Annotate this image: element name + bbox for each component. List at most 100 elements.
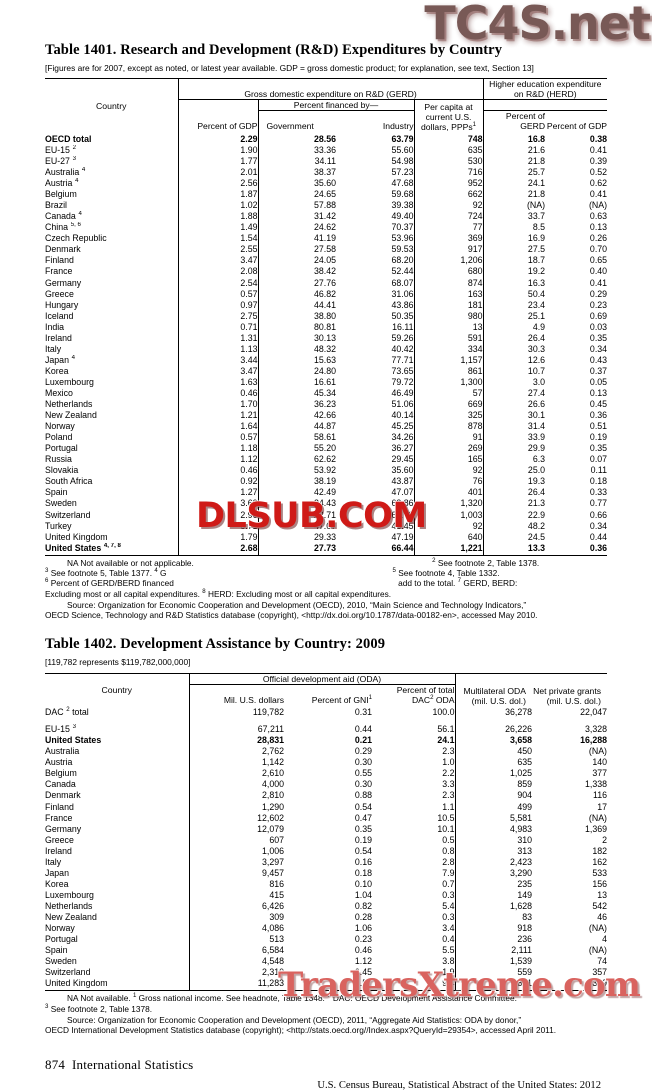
cell-herdgdp: 0.41	[589, 144, 608, 155]
row-country-label: China 5, 6	[45, 222, 178, 233]
cell-gerd: 26.4	[527, 332, 546, 343]
th-percent-of-gdp: Percent of GDP	[177, 110, 258, 133]
table-row: Greece 0.57 46.82 31.06 163 50.4 0.29	[45, 288, 608, 300]
cell-herdgdp: 0.37	[589, 365, 608, 376]
th-percent-of-gerd: Percent of GERD	[505, 111, 546, 132]
cell-gov: 58.61	[257, 432, 336, 444]
cell-dac: 1.0	[372, 757, 456, 769]
cell-gerd: 31.4	[527, 421, 546, 432]
cell-pc: 591	[413, 332, 484, 344]
cell-gni: 0.46	[354, 945, 372, 956]
cell-herdgdp: 0.45	[589, 399, 608, 410]
cell-gov: 57.88	[257, 200, 336, 212]
cell-ind: 46.49	[391, 387, 414, 398]
cell-gerd: 21.8	[527, 156, 546, 166]
table-1402-title: Table 1402. Development Assistance by Co…	[45, 636, 386, 653]
cell-gdp: 2.01	[177, 167, 258, 179]
cell-mil: 4,548	[188, 956, 284, 968]
th-herd-percent-of-gdp: Percent of GDP	[546, 121, 608, 132]
table-row: EU-15 2 1.90 33.36 55.60 635 21.6 0.41	[45, 144, 608, 156]
cell-herdgdp: 0.39	[589, 156, 608, 166]
table-row: Greece 607 0.19 0.5 310 2	[45, 834, 607, 846]
cell-gerd: 21.3	[527, 498, 546, 509]
cell-multi: 36,278	[505, 707, 532, 718]
cell-dac: 100.0	[372, 705, 456, 725]
cell-dac: 5.4	[372, 900, 456, 912]
cell-priv: 2	[602, 834, 607, 845]
cell-herdgdp: 0.65	[589, 255, 608, 266]
row-country-label: Japan 4	[45, 354, 178, 366]
cell-priv: 357	[592, 967, 607, 978]
table-row: France 2.08 38.42 52.44 680 19.2 0.40	[45, 266, 607, 278]
cell-gov: 36.23	[257, 399, 336, 411]
table-row: Netherlands 1.70 36.23 51.06 669 26.6 0.45	[45, 399, 608, 411]
cell-multi: 559	[517, 967, 532, 978]
cell-gdp: 1.31	[177, 332, 258, 344]
table-1401-title: Table 1401. Research and Development (R&…	[45, 42, 503, 58]
cell-herdgdp: 0.38	[589, 133, 608, 144]
table-row: New Zealand 1.21 42.66 40.14 325 30.1 0.36	[45, 410, 607, 422]
cell-ind: 51.06	[391, 399, 414, 410]
th-1402-pct-gni: Percent of GNI1	[284, 684, 372, 706]
cell-pc: 92	[413, 465, 484, 477]
row-country-label: Mexico	[45, 387, 178, 399]
cell-dac: 9.4	[372, 978, 456, 992]
cell-gni: 0.29	[354, 746, 372, 757]
cell-dac: 7.9	[372, 867, 456, 879]
cell-multi: 918	[517, 923, 532, 934]
cell-ind: 77.71	[391, 354, 414, 365]
cell-dac: 0.4	[372, 934, 456, 946]
cell-priv: 1,338	[584, 779, 607, 790]
cell-gdp: 1.27	[177, 487, 258, 499]
cell-gov: 31.42	[257, 211, 336, 223]
cell-ind: 34.26	[391, 432, 414, 443]
cell-gni: 0.18	[354, 867, 372, 878]
t1401-fn-na: NA Not available or not applicable.	[67, 557, 194, 568]
cell-pc: 334	[413, 343, 484, 355]
cell-gdp: 0.46	[177, 387, 258, 400]
table-row: Denmark 2,810 0.88 2.3 904 116	[45, 790, 607, 802]
cell-ind: 40.42	[391, 343, 414, 354]
cell-pc: 917	[413, 244, 484, 256]
cell-gerd: 23.4	[527, 299, 546, 310]
cell-gov: 42.66	[257, 410, 336, 422]
cell-gni: 1.12	[354, 956, 372, 967]
cell-priv: (NA)	[588, 746, 607, 757]
table-row: Switzerland 2,310 0.45 1.9 559 357	[45, 967, 607, 979]
cell-pc: 748	[413, 132, 484, 145]
cell-gerd: 30.1	[527, 410, 546, 421]
th-1402-pct-dac-sup: 2	[430, 693, 434, 701]
t1401-fn-3a: Percent of GERD/BERD financed	[50, 578, 174, 589]
row-country-label: Sweden	[45, 498, 178, 509]
table-row: Italy 1.13 48.32 40.42 334 30.3 0.34	[45, 343, 607, 355]
cell-gdp: 2.90	[177, 509, 258, 521]
table-row: EU-15 3 67,211 0.44 56.1 26,226 3,328	[45, 724, 607, 736]
cell-gni: 0.51	[284, 978, 372, 992]
cell-gdp: 3.47	[177, 255, 258, 267]
row-country-label: Switzerland	[45, 509, 178, 521]
t1402-fn-2: See footnote 2, Table 1378.	[50, 1003, 153, 1014]
cell-herdgdp: 0.29	[589, 288, 608, 299]
cell-gov: 80.81	[257, 321, 336, 333]
row-country-label: Italy	[45, 343, 178, 355]
cell-gerd: 8.5	[532, 222, 546, 233]
cell-multi: 499	[517, 801, 532, 812]
cell-ind: 63.79	[391, 133, 414, 144]
row-country-label: Norway	[45, 421, 178, 432]
table-row: Denmark 2.55 27.58 59.53 917 27.5 0.70	[45, 244, 607, 256]
cell-ind: 16.11	[392, 321, 414, 332]
cell-gerd: 25.1	[527, 310, 546, 321]
table-row: Korea 816 0.10 0.7 235 156	[45, 878, 607, 890]
cell-gov: 24.05	[257, 255, 336, 267]
row-country-label: Turkey	[45, 520, 178, 532]
cell-mil: 119,782	[188, 705, 284, 725]
row-country-label: Switzerland	[45, 967, 189, 978]
cell-mil: 2,762	[188, 746, 284, 758]
table-row: Germany 12,079 0.35 10.1 4,983 1,369	[45, 823, 607, 835]
cell-gerd: (NA)	[526, 200, 546, 211]
cell-priv: 46	[597, 912, 607, 922]
cell-herdgdp: 0.07	[589, 454, 608, 465]
cell-priv: 3,328	[584, 724, 607, 735]
table-row: Spain 6,584 0.46 5.5 2,111 (NA)	[45, 945, 607, 957]
table-1401-footnotes: NA Not available or not applicable. 2 Se…	[45, 556, 540, 620]
